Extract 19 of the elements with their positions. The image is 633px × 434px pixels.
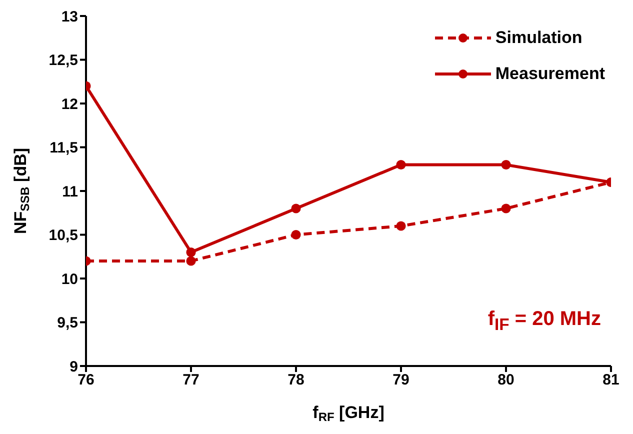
- x-axis-title: f$_{RF}$ [GHz]: [312, 403, 384, 424]
- y-tick-label: 10,5: [48, 227, 78, 244]
- annotation: f$_{IF}$ = 20 MHz: [488, 308, 601, 335]
- y-tick-label: 9,5: [57, 314, 78, 332]
- y-tick-label: 9: [70, 358, 78, 376]
- x-tick-label: 76: [78, 372, 94, 389]
- y-tick-label: 13: [61, 8, 78, 26]
- x-tick-label: 78: [288, 372, 304, 389]
- legend-label: Simulation: [495, 28, 582, 48]
- y-tick-label: 11,5: [50, 140, 78, 157]
- y-tick-label: 12: [61, 96, 78, 113]
- legend-label: Measurement: [495, 64, 605, 84]
- y-tick-label: 10: [61, 270, 78, 288]
- x-tick-label: 77: [182, 372, 200, 389]
- x-tick-label: 79: [392, 372, 410, 389]
- y-tick-label: 11: [62, 183, 78, 200]
- x-tick-label: 81: [602, 372, 620, 389]
- y-tick-label: 12,5: [48, 52, 78, 70]
- x-tick-label: 80: [498, 372, 514, 389]
